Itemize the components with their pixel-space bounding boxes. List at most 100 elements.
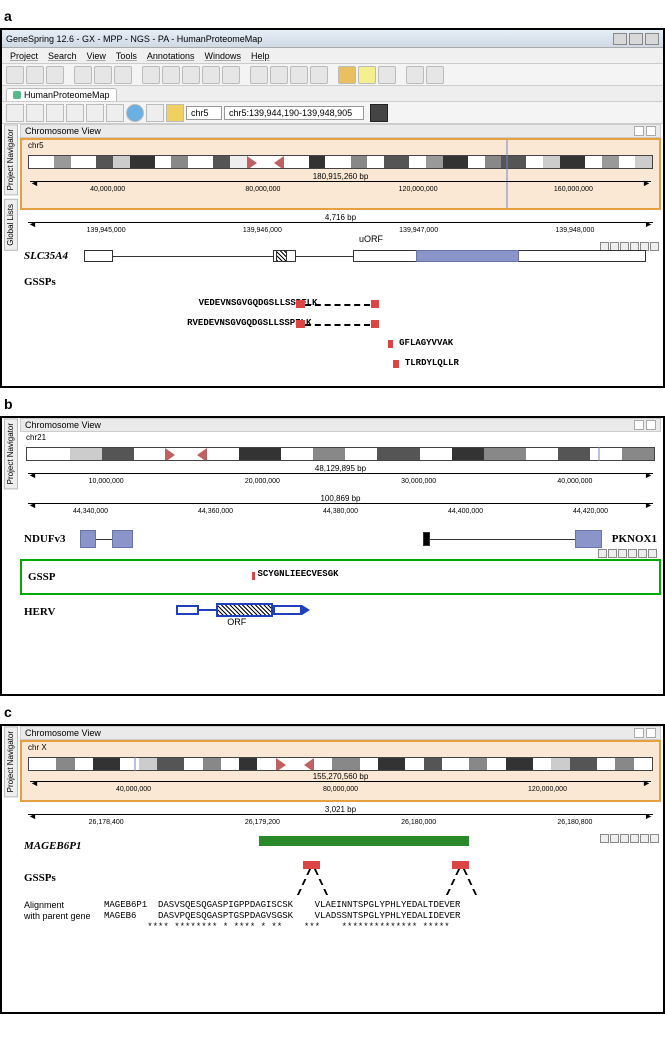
- tool-resize1-icon[interactable]: [46, 104, 64, 122]
- content-area: Chromosome View chr5 ◄► 180,915,260 bp 4…: [20, 124, 661, 384]
- ideogram-b[interactable]: [26, 447, 655, 461]
- minimize-icon[interactable]: [613, 33, 627, 45]
- tool-select-icon[interactable]: [26, 104, 44, 122]
- menu-annotations[interactable]: Annotations: [147, 51, 195, 61]
- toolbar-button[interactable]: [74, 66, 92, 84]
- panel-min-icon[interactable]: [634, 420, 644, 430]
- toolbar-button[interactable]: [202, 66, 220, 84]
- gssp-track-header: GSSPs: [20, 270, 661, 294]
- project-navigator-tab[interactable]: Project Navigator: [4, 124, 18, 195]
- pseudogene-bar: [259, 836, 469, 846]
- panel-b-label: b: [4, 396, 665, 412]
- chromosome-dropdown[interactable]: chr5: [186, 106, 222, 120]
- peptide-row: TLRDYLQLLR: [20, 354, 661, 374]
- panel-min-icon[interactable]: [634, 728, 644, 738]
- chromosome-view-header-b: Chromosome View: [20, 418, 661, 432]
- position-marker-b: [598, 447, 600, 461]
- project-navigator-tab-b[interactable]: Project Navigator: [4, 418, 18, 489]
- view-toolbar: chr5 chr5:139,944,190-139,948,905: [2, 102, 663, 124]
- left-side-nav: Project Navigator Global Lists: [4, 124, 18, 386]
- project-navigator-tab-c[interactable]: Project Navigator: [4, 726, 18, 797]
- panel-b: Project Navigator Chromosome View chr21 …: [0, 416, 665, 696]
- chromosome-view-title: Chromosome View: [25, 126, 101, 136]
- toolbar-button[interactable]: [46, 66, 64, 84]
- orf-label: ORF: [227, 617, 246, 627]
- chrom-name: chr5: [22, 140, 659, 151]
- close-icon[interactable]: [645, 33, 659, 45]
- herv-row: HERV ORF: [20, 595, 661, 629]
- tab-label: HumanProteomeMap: [24, 90, 110, 100]
- tool-bookmark-icon[interactable]: [146, 104, 164, 122]
- peptide-row: GFLAGYVVAK: [20, 334, 661, 354]
- toolbar-button[interactable]: [94, 66, 112, 84]
- zoom-ruler-c: ◄► 3,021 bp 26,178,40026,179,20026,180,0…: [28, 814, 653, 832]
- global-lists-tab[interactable]: Global Lists: [4, 199, 18, 251]
- toolbar-button[interactable]: [222, 66, 240, 84]
- toolbar-button[interactable]: [114, 66, 132, 84]
- gssp-track-c: GSSPs: [20, 858, 661, 898]
- panel-a-label: a: [4, 8, 665, 24]
- tool-box-icon[interactable]: [6, 104, 24, 122]
- gene-right-label: PKNOX1: [607, 533, 657, 545]
- window-titlebar: GeneSpring 12.6 - GX - MPP - NGS - PA - …: [2, 30, 663, 48]
- location-input[interactable]: chr5:139,944,190-139,948,905: [224, 106, 364, 120]
- toolbar-button[interactable]: [338, 66, 356, 84]
- tab-bar: HumanProteomeMap: [2, 86, 663, 102]
- toolbar-button[interactable]: [142, 66, 160, 84]
- toolbar-button[interactable]: [162, 66, 180, 84]
- menu-windows[interactable]: Windows: [204, 51, 241, 61]
- maximize-icon[interactable]: [629, 33, 643, 45]
- toolbar-button[interactable]: [426, 66, 444, 84]
- gene-canvas-b: [80, 526, 607, 552]
- toolbar-button[interactable]: [6, 66, 24, 84]
- pseudogene-track: MAGEB6P1: [20, 834, 661, 858]
- menu-help[interactable]: Help: [251, 51, 270, 61]
- toolbar-button[interactable]: [270, 66, 288, 84]
- tool-info-icon[interactable]: [126, 104, 144, 122]
- toolbar-button[interactable]: [290, 66, 308, 84]
- toolbar-button[interactable]: [250, 66, 268, 84]
- uorf-label: uORF: [359, 234, 383, 244]
- tool-help-icon[interactable]: [166, 104, 184, 122]
- ideogram[interactable]: [28, 155, 653, 169]
- zoom-span: 4,716 bp: [28, 213, 653, 222]
- zoom-span-b: 100,869 bp: [28, 494, 653, 503]
- peptide-bar: [388, 340, 394, 348]
- toolbar-button[interactable]: [358, 66, 376, 84]
- chromosome-view-header-c: Chromosome View: [20, 726, 661, 740]
- chromosome-view-header: Chromosome View: [20, 124, 661, 138]
- menu-project[interactable]: Project: [10, 51, 38, 61]
- menu-tools[interactable]: Tools: [116, 51, 137, 61]
- menu-view[interactable]: View: [87, 51, 106, 61]
- toolbar-button[interactable]: [310, 66, 328, 84]
- peptide-bar-c: [452, 861, 469, 869]
- peptide-bar: [296, 300, 305, 308]
- gene-canvas: uORF: [84, 244, 657, 268]
- tool-refresh-icon[interactable]: [106, 104, 124, 122]
- pseudogene-label: MAGEB6P1: [24, 840, 104, 852]
- panel-min-icon[interactable]: [634, 126, 644, 136]
- tool-zoom-icon[interactable]: [86, 104, 104, 122]
- panel-a: GeneSpring 12.6 - GX - MPP - NGS - PA - …: [0, 28, 665, 388]
- toolbar-button[interactable]: [378, 66, 396, 84]
- chromosome-view-title-c: Chromosome View: [25, 728, 101, 738]
- ideogram-c[interactable]: [28, 757, 653, 771]
- overview-panel: chr5 ◄► 180,915,260 bp 40,000,00080,000,…: [20, 138, 661, 210]
- panel-max-icon[interactable]: [646, 126, 656, 136]
- zoom-span-c: 3,021 bp: [28, 805, 653, 814]
- tab-humanproteomemap[interactable]: HumanProteomeMap: [6, 88, 117, 101]
- herv-label: HERV: [24, 606, 84, 618]
- full-ruler-b: ◄► 48,129,895 bp 10,000,00020,000,00030,…: [28, 473, 653, 491]
- home-icon[interactable]: [370, 104, 388, 122]
- gene-track-b: NDUFv3 PKNOX1: [20, 523, 661, 555]
- menu-search[interactable]: Search: [48, 51, 77, 61]
- herv-canvas: ORF: [84, 597, 657, 627]
- toolbar-button[interactable]: [406, 66, 424, 84]
- panel-max-icon[interactable]: [646, 728, 656, 738]
- toolbar-button[interactable]: [182, 66, 200, 84]
- panel-max-icon[interactable]: [646, 420, 656, 430]
- peptide-bar-b: [252, 572, 255, 580]
- tool-resize2-icon[interactable]: [66, 104, 84, 122]
- toolbar-button[interactable]: [26, 66, 44, 84]
- main-toolbar: [2, 64, 663, 86]
